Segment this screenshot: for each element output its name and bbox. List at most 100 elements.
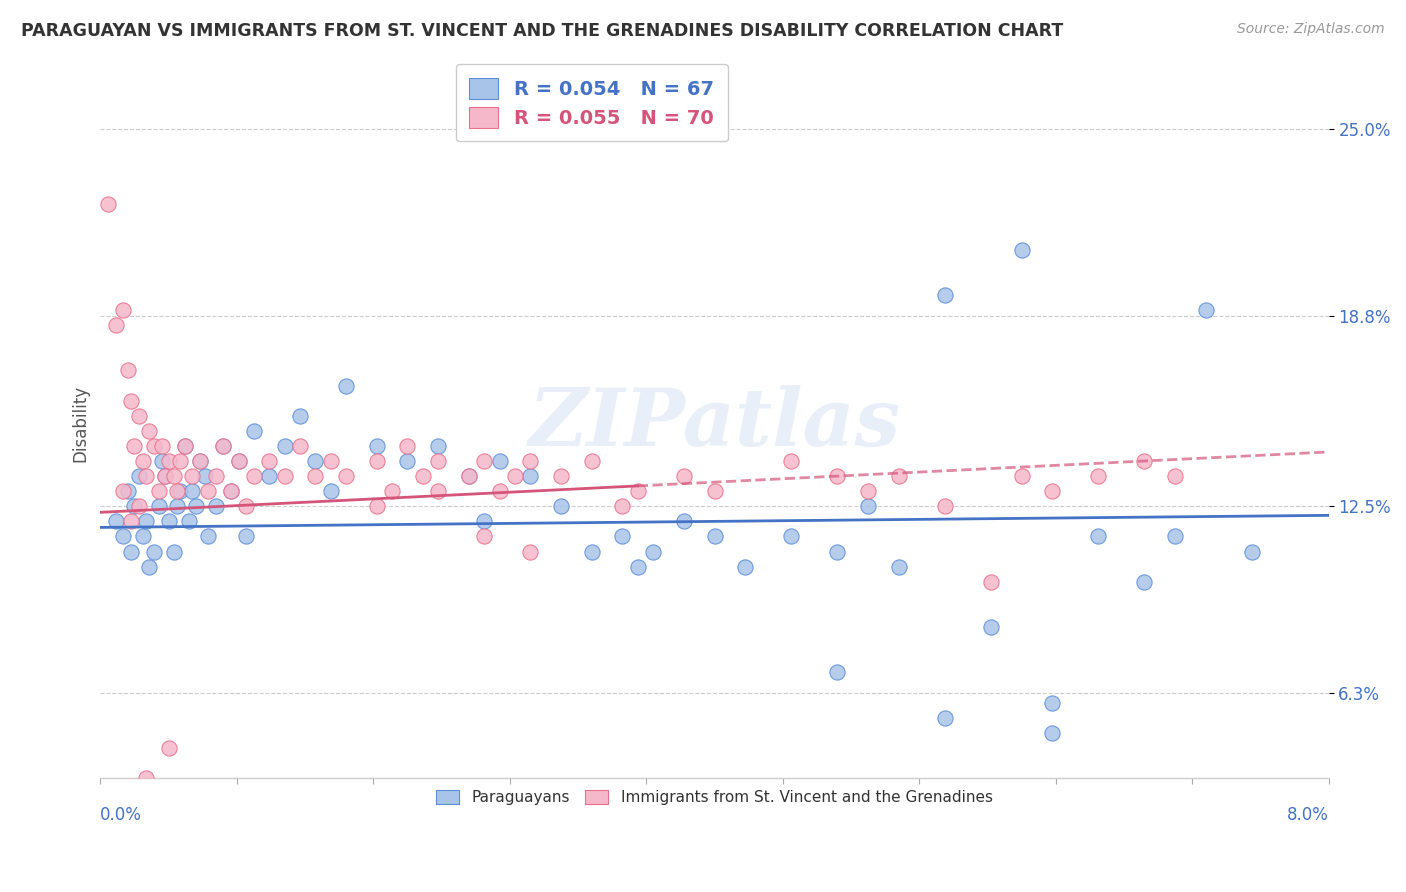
Point [143, 544, 166, 558]
Point [627, 484, 650, 499]
Point [1133, 574, 1156, 589]
Point [1087, 469, 1109, 483]
Point [1011, 469, 1033, 483]
Point [366, 439, 388, 453]
Point [128, 469, 150, 483]
Point [97, 197, 120, 211]
Point [1087, 529, 1109, 543]
Point [381, 484, 404, 499]
Point [235, 529, 257, 543]
Point [396, 454, 419, 468]
Point [1040, 725, 1063, 739]
Point [148, 500, 170, 514]
Legend: Paraguayans, Immigrants from St. Vincent and the Grenadines: Paraguayans, Immigrants from St. Vincent… [429, 782, 1000, 813]
Point [159, 740, 181, 755]
Point [612, 500, 634, 514]
Point [273, 439, 295, 453]
Point [703, 529, 725, 543]
Point [188, 454, 211, 468]
Point [257, 454, 280, 468]
Point [122, 439, 145, 453]
Point [181, 469, 204, 483]
Point [128, 409, 150, 423]
Point [150, 454, 173, 468]
Point [212, 439, 235, 453]
Point [104, 318, 127, 333]
Point [1133, 454, 1156, 468]
Point [120, 544, 142, 558]
Point [856, 500, 879, 514]
Point [887, 469, 910, 483]
Point [550, 500, 572, 514]
Point [194, 469, 217, 483]
Point [519, 544, 541, 558]
Point [887, 559, 910, 574]
Point [273, 469, 295, 483]
Point [412, 469, 434, 483]
Point [120, 515, 142, 529]
Point [135, 469, 157, 483]
Point [366, 454, 388, 468]
Point [581, 544, 603, 558]
Point [112, 484, 135, 499]
Point [219, 484, 242, 499]
Point [827, 665, 849, 680]
Text: 8.0%: 8.0% [1286, 806, 1329, 824]
Point [166, 484, 188, 499]
Point [169, 484, 191, 499]
Point [934, 500, 956, 514]
Point [1164, 469, 1187, 483]
Point [427, 439, 450, 453]
Point [627, 559, 650, 574]
Point [472, 515, 495, 529]
Point [934, 288, 956, 302]
Point [117, 484, 139, 499]
Text: Source: ZipAtlas.com: Source: ZipAtlas.com [1237, 22, 1385, 37]
Point [366, 500, 388, 514]
Point [204, 469, 226, 483]
Point [457, 469, 479, 483]
Point [672, 469, 695, 483]
Point [132, 529, 155, 543]
Point [934, 711, 956, 725]
Point [104, 515, 127, 529]
Text: ZIPatlas: ZIPatlas [529, 384, 901, 462]
Point [128, 500, 150, 514]
Point [472, 454, 495, 468]
Point [112, 529, 135, 543]
Point [503, 469, 526, 483]
Point [396, 439, 419, 453]
Point [132, 454, 155, 468]
Point [457, 469, 479, 483]
Point [672, 515, 695, 529]
Text: PARAGUAYAN VS IMMIGRANTS FROM ST. VINCENT AND THE GRENADINES DISABILITY CORRELAT: PARAGUAYAN VS IMMIGRANTS FROM ST. VINCEN… [21, 22, 1063, 40]
Point [1240, 544, 1263, 558]
Point [138, 559, 160, 574]
Point [159, 454, 181, 468]
Point [122, 500, 145, 514]
Point [257, 469, 280, 483]
Y-axis label: Disability: Disability [72, 384, 89, 462]
Point [335, 469, 357, 483]
Point [169, 454, 191, 468]
Point [235, 500, 257, 514]
Point [243, 469, 266, 483]
Point [212, 439, 235, 453]
Point [153, 469, 176, 483]
Point [1011, 243, 1033, 257]
Point [288, 409, 311, 423]
Point [827, 544, 849, 558]
Point [319, 484, 342, 499]
Point [581, 454, 603, 468]
Point [228, 454, 250, 468]
Point [143, 439, 166, 453]
Point [980, 574, 1002, 589]
Point [112, 303, 135, 318]
Point [780, 454, 803, 468]
Point [179, 515, 201, 529]
Point [641, 544, 664, 558]
Point [181, 484, 204, 499]
Point [163, 469, 186, 483]
Point [173, 439, 195, 453]
Point [427, 484, 450, 499]
